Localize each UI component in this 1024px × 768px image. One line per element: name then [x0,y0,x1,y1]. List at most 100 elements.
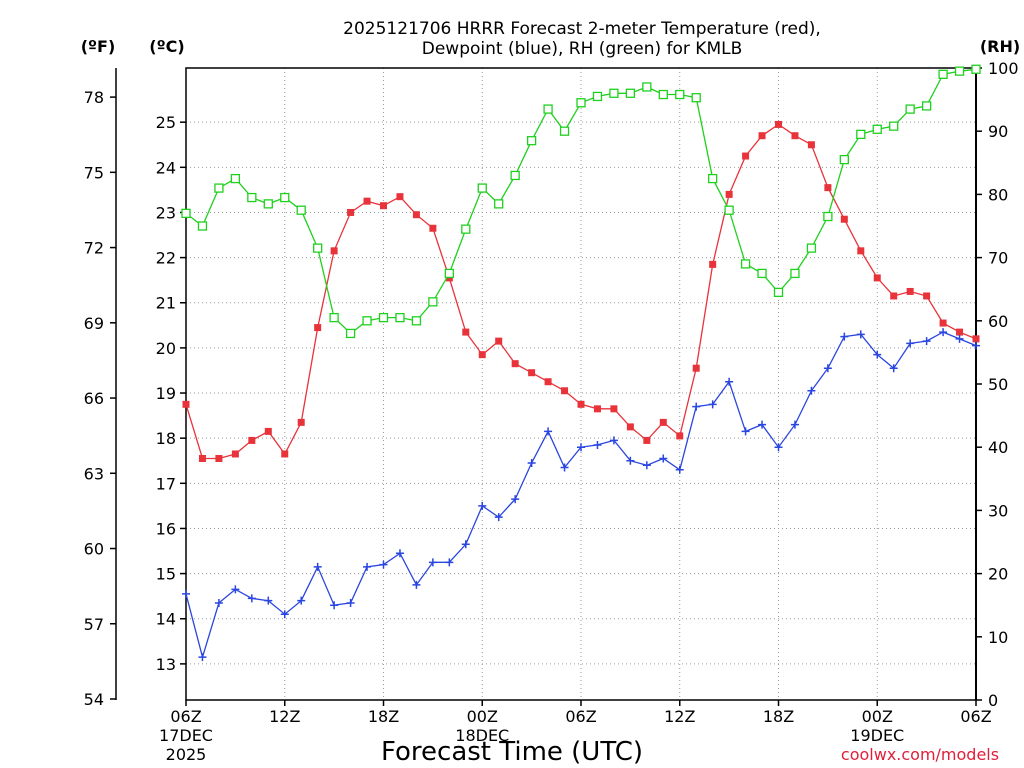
dewpoint-point [807,386,816,395]
rh-tick-label: 60 [988,312,1008,331]
credit-label: coolwx.com/models [841,745,999,764]
temperature-point [478,351,486,359]
celsius-tick-label: 23 [156,203,176,222]
rh-point [823,211,833,222]
dewpoint-point [922,337,931,346]
dewpoint-point [642,461,651,470]
rh-point [559,126,570,136]
dewpoint-point [346,598,355,607]
rh-point [675,89,685,100]
dewpoint-point [790,420,799,429]
dewpoint-point [774,443,783,452]
temperature-point [198,454,206,462]
temperature-point [972,335,980,343]
rh-tick-label: 0 [988,691,998,710]
x-tick-label: 06Z [170,707,201,726]
rh-point [740,259,751,269]
rh-point [461,224,471,234]
rh-point [954,66,965,76]
rh-point [872,124,882,134]
rh-point [790,268,800,279]
dewpoint-point [494,513,503,522]
dewpoint-point [741,427,750,436]
dewpoint-point [214,598,223,607]
temperature-point [939,319,947,327]
celsius-tick-label: 22 [156,249,176,268]
rh-point [411,316,422,326]
dewpoint-point [856,330,865,339]
chart-title-line2: Dewpoint (blue), RH (green) for KMLB [422,39,743,59]
dewpoint-point [461,540,470,549]
temperature-point [495,337,503,345]
fahrenheit-tick-label: 63 [84,464,104,483]
x-tick-day-label: 18DEC [455,726,509,745]
temperature-point [215,454,223,462]
celsius-tick-label: 19 [156,384,176,403]
rh-point [691,93,701,103]
rh-tick-label: 10 [988,628,1008,647]
temperature-point [396,193,404,201]
x-tick-day-label: 17DEC [159,726,213,745]
temperature-point [840,215,848,223]
temperature-point [873,274,881,282]
dewpoint-point [577,443,585,452]
celsius-unit-label: (ºC) [149,37,184,56]
dewpoint-point [593,440,602,449]
temperature-point [890,292,898,300]
axes [110,67,982,706]
rh-tick-label: 80 [988,185,1008,204]
dewpoint-point [478,501,487,510]
dewpoint-point [280,610,289,619]
dewpoint-point [972,341,980,350]
dewpoint-point [889,364,898,373]
fahrenheit-tick-label: 75 [84,163,104,182]
temperature-point [412,211,420,219]
rh-point [576,98,586,108]
temperature-point [561,387,569,395]
temperature-point [511,360,519,368]
rh-point [642,82,652,92]
temperature-point [659,418,667,426]
rh-tick-label: 50 [988,375,1008,394]
x-tick-label: 00Z [467,707,498,726]
temperature-point [676,432,684,440]
temperature-point [709,260,717,268]
dewpoint-point [725,377,734,386]
temperature-point [347,208,355,216]
rh-point [477,183,487,193]
x-tick-label: 12Z [664,707,695,726]
dewpoint-point [659,454,668,463]
celsius-tick-label: 15 [156,565,176,584]
temperature-point [577,400,585,408]
rh-point [214,183,224,193]
rh-point [313,243,323,253]
rh-point [247,192,257,203]
dewpoint-point [758,420,767,429]
rh-point [362,316,372,326]
temperature-point [956,328,964,336]
rh-point [658,89,668,100]
rh-point [263,199,273,209]
rh-point [889,121,899,131]
x-axis-title: Forecast Time (UTC) [381,737,643,767]
rh-point [543,104,553,114]
rh-point [592,91,603,102]
dewpoint-point [363,562,372,571]
rh-point [526,136,537,146]
dewpoint-point [626,456,635,465]
dewpoint-point [823,364,832,373]
celsius-tick-label: 25 [156,113,176,132]
dewpoint-point [527,459,536,467]
temperature-point [824,184,832,192]
celsius-tick-label: 14 [156,610,176,629]
rh-point [971,64,981,74]
temperature-point [429,224,437,232]
rh-point [395,312,405,323]
temperature-point [231,450,239,458]
dewpoint-point [182,589,190,598]
dewpoint-point [873,350,882,359]
dewpoint-point [544,427,553,436]
fahrenheit-tick-label: 66 [84,389,104,408]
rh-tick-label: 100 [988,59,1019,78]
